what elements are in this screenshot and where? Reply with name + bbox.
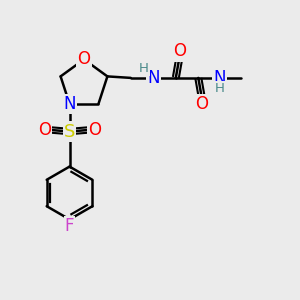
Text: H: H [139, 62, 149, 75]
Text: N: N [148, 69, 160, 87]
Text: O: O [77, 50, 91, 68]
Text: F: F [65, 217, 74, 235]
Text: S: S [64, 122, 75, 140]
Text: O: O [195, 95, 208, 113]
Text: N: N [63, 95, 76, 113]
Text: N: N [214, 69, 226, 87]
Text: H: H [215, 82, 225, 95]
Text: O: O [173, 43, 186, 61]
Text: O: O [38, 121, 51, 139]
Text: O: O [88, 121, 101, 139]
